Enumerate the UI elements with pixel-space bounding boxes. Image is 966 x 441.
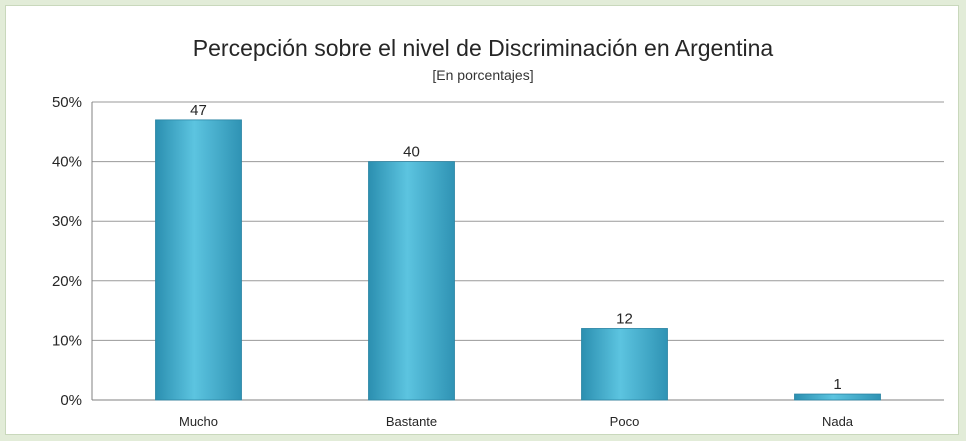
y-axis-ticks: 0% 10% 20% 30% 40% 50% (52, 94, 82, 409)
bar-poco (581, 328, 668, 401)
data-label-nada: 1 (833, 376, 841, 393)
chart-title: Percepción sobre el nivel de Discriminac… (193, 35, 774, 61)
y-tick-label: 20% (52, 273, 82, 290)
bar-chart: Percepción sobre el nivel de Discriminac… (52, 35, 944, 429)
bars (155, 119, 881, 401)
data-label-bastante: 40 (403, 144, 420, 161)
category-label-nada: Nada (822, 414, 854, 429)
y-tick-label: 50% (52, 94, 82, 111)
data-label-poco: 12 (616, 310, 633, 327)
y-tick-label: 40% (52, 154, 82, 171)
category-label-bastante: Bastante (386, 414, 437, 429)
y-tick-label: 0% (60, 392, 82, 409)
bar-mucho (155, 119, 242, 401)
data-label-mucho: 47 (190, 102, 207, 119)
y-tick-label: 30% (52, 213, 82, 230)
data-labels: 47 40 12 1 (190, 102, 842, 393)
x-axis-categories: Mucho Bastante Poco Nada (179, 414, 854, 429)
chart-frame: Percepción sobre el nivel de Discriminac… (5, 5, 959, 435)
category-label-poco: Poco (610, 414, 640, 429)
chart-subtitle: [En porcentajes] (432, 67, 533, 83)
bar-bastante (368, 161, 455, 401)
y-tick-label: 10% (52, 332, 82, 349)
category-label-mucho: Mucho (179, 414, 218, 429)
bar-nada (794, 393, 881, 401)
